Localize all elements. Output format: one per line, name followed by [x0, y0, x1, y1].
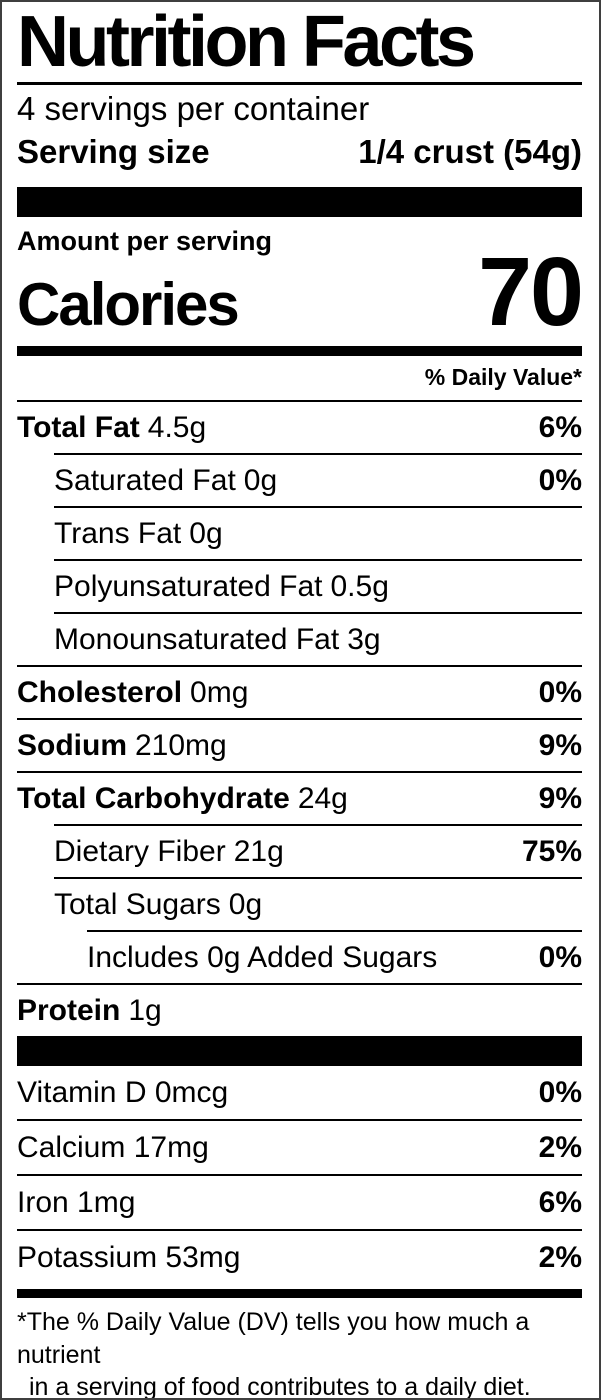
nutrient-row-total-fat: Total Fat 4.5g 6% [17, 400, 582, 453]
nutrient-amount: 21g [233, 835, 284, 869]
nutrient-dv: 75% [521, 835, 582, 869]
separator-bar-thick [17, 187, 582, 218]
nutrient-amount: 24g [297, 782, 348, 816]
nutrient-amount: 0mg [190, 676, 249, 710]
nutrient-row-dietary-fiber: Dietary Fiber 21g 75% [54, 824, 582, 877]
nutrient-amount: 1g [128, 994, 162, 1028]
vitamin-dv: 2% [538, 1241, 582, 1275]
nutrient-row-total-sugars: Total Sugars 0g [54, 877, 582, 930]
calories-row: Calories 70 [17, 237, 584, 347]
nutrient-row-monounsaturated-fat: Monounsaturated Fat 3g [54, 612, 582, 665]
nutrient-row-protein: Protein 1g [17, 983, 582, 1036]
nutrient-name: Cholesterol [17, 676, 183, 710]
vitamin-dv: 6% [538, 1186, 582, 1220]
nutrient-dv: 9% [538, 729, 582, 763]
nutrient-amount: 3g [347, 623, 381, 657]
nutrient-amount: 0g [189, 517, 223, 551]
nutrient-amount: 0.5g [330, 570, 389, 604]
vitamin-dv: 0% [538, 1076, 582, 1110]
vitamins-section: Vitamin D 0mcg 0% Calcium 17mg 2% Iron 1… [17, 1066, 582, 1284]
amount-per-serving-label: Amount per serving [17, 226, 273, 257]
nutrient-amount: 4.5g [147, 411, 207, 445]
nutrient-name: Total Carbohydrate [17, 782, 290, 816]
vitamin-name: Calcium [17, 1131, 126, 1165]
vitamin-amount: 17mg [133, 1131, 209, 1165]
nutrient-dv: 9% [538, 782, 582, 816]
vitamin-amount: 0mcg [154, 1076, 229, 1110]
nutrient-name: Polyunsaturated Fat [54, 570, 323, 604]
nutrient-row-sodium: Sodium 210mg 9% [17, 718, 582, 771]
nutrient-name: Includes 0g Added Sugars [87, 941, 438, 975]
nutrient-amount: 210mg [135, 729, 227, 763]
nutrient-dv: 0% [538, 941, 582, 975]
daily-value-header: % Daily Value* [424, 364, 582, 391]
footnote-line: *The % Daily Value (DV) tells you how mu… [17, 1308, 530, 1369]
nutrient-row-added-sugars: Includes 0g Added Sugars 0% [87, 930, 582, 983]
vitamin-name: Vitamin D [17, 1076, 147, 1110]
vitamin-name: Iron [17, 1186, 69, 1220]
vitamin-row-potassium: Potassium 53mg 2% [17, 1229, 582, 1284]
nutrient-name: Trans Fat [54, 517, 182, 551]
separator-bar-medium [17, 1289, 582, 1299]
separator-bar-medium [17, 346, 582, 357]
nutrient-dv: 0% [538, 464, 582, 498]
nutrient-name: Dietary Fiber [54, 835, 226, 869]
serving-size-value: 1/4 crust (54g) [358, 133, 582, 171]
serving-size-row: Serving size 1/4 crust (54g) [17, 131, 582, 174]
nutrient-row-saturated-fat: Saturated Fat 0g 0% [54, 453, 582, 506]
footnote-line: in a serving of food contributes to a da… [29, 1373, 531, 1400]
serving-size-label: Serving size [17, 133, 210, 171]
nutrient-name: Total Sugars [54, 888, 221, 922]
calories-value: 70 [478, 237, 584, 347]
servings-per-container: 4 servings per container [17, 90, 370, 128]
vitamin-amount: 53mg [165, 1241, 241, 1275]
vitamin-row-vitamin-d: Vitamin D 0mcg 0% [17, 1066, 582, 1119]
nutrient-amount: 0g [243, 464, 278, 498]
nutrient-dv: 0% [538, 676, 582, 710]
nutrient-row-cholesterol: Cholesterol 0mg 0% [17, 665, 582, 718]
vitamin-row-calcium: Calcium 17mg 2% [17, 1119, 582, 1174]
nutrient-row-polyunsaturated-fat: Polyunsaturated Fat 0.5g [54, 559, 582, 612]
vitamin-amount: 1mg [77, 1186, 136, 1220]
vitamin-name: Potassium [17, 1241, 158, 1275]
daily-value-footnote: *The % Daily Value (DV) tells you how mu… [17, 1306, 582, 1400]
calories-label: Calories [17, 271, 240, 339]
nutrient-name: Total Fat [17, 411, 140, 445]
vitamin-dv: 2% [538, 1131, 582, 1165]
nutrient-name: Monounsaturated Fat [54, 623, 340, 657]
nutrient-row-total-carbohydrate: Total Carbohydrate 24g 9% [17, 771, 582, 824]
nutrient-row-trans-fat: Trans Fat 0g [54, 506, 582, 559]
nutrient-name: Saturated Fat [54, 464, 236, 498]
label-title: Nutrition Facts [17, 2, 476, 82]
vitamin-row-iron: Iron 1mg 6% [17, 1174, 582, 1229]
nutrient-amount: 0g [228, 888, 263, 922]
nutrient-name: Protein [17, 994, 121, 1028]
separator-bar-thick [17, 1036, 582, 1067]
nutrient-dv: 6% [538, 411, 582, 445]
title-rule [17, 82, 582, 86]
nutrient-name: Sodium [17, 729, 127, 763]
